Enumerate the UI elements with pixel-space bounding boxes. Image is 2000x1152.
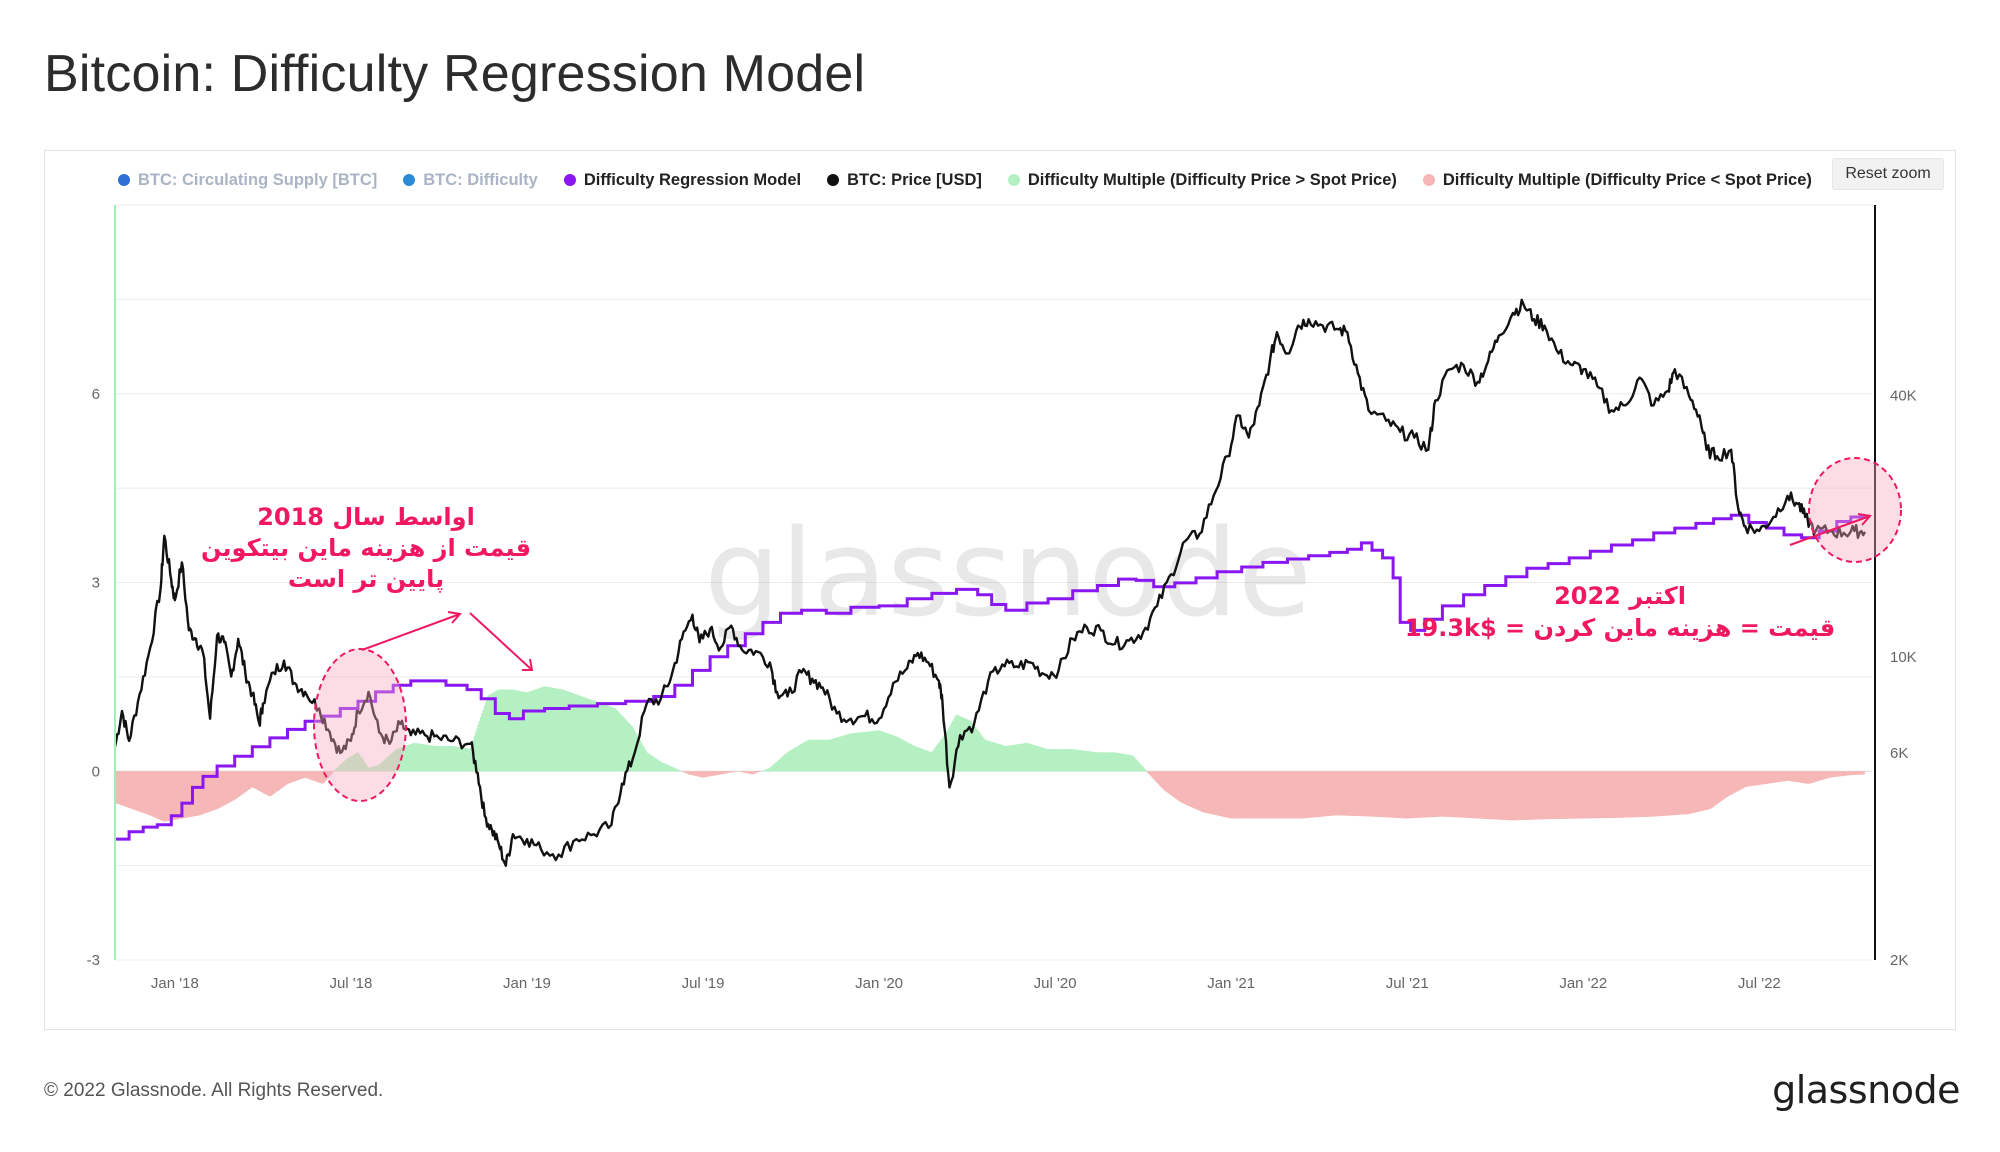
x-axis-tick-label: Jan '22 (1559, 975, 1607, 992)
x-axis-tick-label: Jul '20 (1034, 975, 1077, 992)
chart-legend: BTC: Circulating Supply [BTC] BTC: Diffic… (118, 168, 1812, 192)
annotation-mid-2018-line-3: پایین تر است (288, 565, 444, 593)
reset-zoom-button[interactable]: Reset zoom (1832, 158, 1944, 190)
annotation-arrows (361, 513, 1872, 671)
x-axis-tick-label: Jul '21 (1386, 975, 1429, 992)
x-axis-tick-label: Jan '20 (855, 975, 903, 992)
left-axis-tick-label: 3 (92, 575, 100, 592)
annotation-mid-2018-line-1: اواسط سال 2018 (257, 503, 475, 531)
legend-item[interactable]: Difficulty Multiple (Difficulty Price < … (1422, 170, 1812, 190)
right-axis-tick-label: 40K (1890, 388, 1917, 405)
legend-label: BTC: Difficulty (423, 170, 538, 189)
legend-dot-icon (1007, 174, 1020, 186)
left-axis-ticks: -3 0 3 6 (87, 386, 100, 969)
copyright-text: © 2022 Glassnode. All Rights Reserved. (44, 1080, 384, 1101)
oct-2022-highlight (1808, 457, 1902, 563)
page-title: Bitcoin: Difficulty Regression Model (44, 45, 866, 103)
difficulty-regression-model-line (115, 513, 1865, 841)
right-axis-tick-label: 6K (1890, 745, 1908, 762)
brand-logo: glassnode (1772, 1068, 1960, 1112)
legend-dot-icon (827, 174, 840, 186)
legend-item[interactable]: BTC: Circulating Supply [BTC] (118, 171, 377, 190)
left-axis-tick-label: 0 (92, 763, 100, 780)
legend-item[interactable]: BTC: Difficulty (403, 171, 538, 190)
legend-dot-icon (1422, 174, 1435, 186)
legend-label: BTC: Price [USD] (847, 170, 982, 189)
legend-dot-icon (403, 174, 416, 186)
x-axis-ticks: Jan '18 Jul '18 Jan '19 Jul '19 Jan '20 Jul '… (151, 975, 1781, 992)
right-axis-tick-label: 2K (1890, 952, 1908, 969)
right-axis-ticks: 2K 6K 10K 40K (1890, 388, 1917, 969)
legend-item[interactable]: Difficulty Regression Model (563, 170, 802, 190)
annotation-oct-2022-line-2: قیمت = هزینه ماین کردن = $19.3k (1405, 614, 1835, 642)
btc-price-line (113, 298, 1867, 867)
x-axis-tick-label: Jan '18 (151, 975, 199, 992)
x-axis-tick-label: Jul '22 (1738, 975, 1781, 992)
right-axis-tick-label: 10K (1890, 649, 1917, 666)
x-axis-tick-label: Jan '21 (1207, 975, 1255, 992)
annotation-oct-2022-line-1: اکتبر 2022 (1554, 582, 1686, 610)
annotation-mid-2018-line-2: قیمت از هزینه ماین بیتکوین (201, 534, 531, 562)
legend-dot-icon (563, 174, 576, 186)
x-axis-tick-label: Jan '19 (503, 975, 551, 992)
legend-dot-icon (118, 174, 130, 186)
legend-label: Difficulty Multiple (Difficulty Price < … (1442, 170, 1812, 189)
left-axis-tick-label: 6 (92, 386, 100, 403)
chart-frame (44, 150, 1956, 1030)
mid-2018-highlight (313, 648, 407, 802)
legend-label: Difficulty Regression Model (583, 170, 802, 189)
x-axis-tick-label: Jul '18 (329, 975, 372, 992)
legend-label: BTC: Circulating Supply [BTC] (138, 170, 378, 189)
legend-label: Difficulty Multiple (Difficulty Price > … (1027, 170, 1397, 189)
left-axis-tick-label: -3 (87, 952, 100, 969)
x-axis-tick-label: Jul '19 (682, 975, 725, 992)
legend-item[interactable]: Difficulty Multiple (Difficulty Price > … (1007, 170, 1397, 190)
watermark: glassnode (704, 505, 1312, 644)
legend-item[interactable]: BTC: Price [USD] (827, 171, 982, 190)
difficulty-multiple-series (113, 686, 1865, 822)
